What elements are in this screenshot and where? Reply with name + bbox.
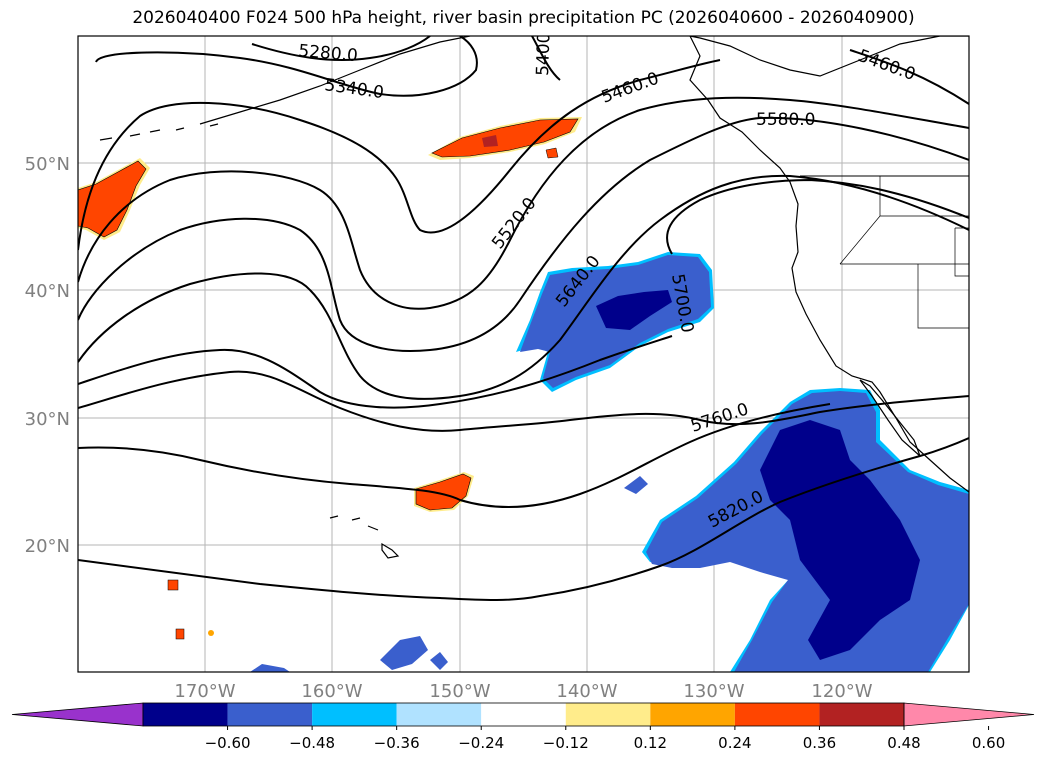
lon-label-150w: 150°W: [429, 681, 490, 702]
us-states-borders: [808, 175, 969, 329]
lon-label-160w: 160°W: [301, 681, 362, 702]
map-title: 2026040400 F024 500 hPa height, river ba…: [132, 8, 915, 28]
contour-5400: [531, 36, 561, 81]
colorbar-tick-label: −0.48: [289, 734, 335, 752]
colorbar-swatch: [481, 703, 566, 726]
colorbar-swatch: [650, 703, 735, 726]
lat-label-20n: 20°N: [25, 536, 70, 557]
colorbar-swatch: [396, 703, 482, 726]
colorbar-swatch: [565, 703, 651, 726]
contour-5760: [78, 370, 969, 432]
contour-5820: [78, 437, 969, 601]
contour-5640: [78, 174, 969, 400]
contour-label-5340: 5340.0: [323, 75, 385, 103]
colorbar-tick-label: −0.36: [374, 734, 420, 752]
colorbar-tick-label: −0.12: [543, 734, 589, 752]
contour-label-5460-west: 5460.0: [599, 69, 662, 108]
contour-5280: [251, 36, 431, 62]
lon-label-170w: 170°W: [174, 681, 235, 702]
lat-label-40n: 40°N: [25, 281, 70, 302]
colorbar-tick-label: 0.24: [718, 734, 751, 752]
contour-5340: [95, 36, 478, 97]
colorbar-swatch: [227, 703, 313, 726]
height-contours: [78, 36, 969, 601]
alaska-peninsula: [199, 36, 471, 125]
colorbar-tick-label: −0.24: [458, 734, 504, 752]
contour-5700-east: [666, 178, 969, 255]
colorbar-swatch: [734, 703, 820, 726]
contour-5580: [78, 116, 969, 352]
contour-5460: [78, 59, 721, 251]
positive-anomaly-regions: [78, 117, 582, 640]
contour-5700: [78, 335, 673, 409]
map-frame: [77, 35, 970, 673]
contour-5460-ne: [849, 49, 969, 105]
colorbar-tick-label: 0.60: [972, 734, 1005, 752]
colorbar-tick-label: −0.60: [205, 734, 251, 752]
aleutian-islands: [99, 123, 219, 141]
contour-label-5460-east: 5460.0: [855, 46, 918, 85]
colorbar-tick-label: 0.36: [803, 734, 836, 752]
contour-5760b: [78, 403, 831, 509]
contour-label-5400: 5400.0: [533, 16, 555, 76]
longitude-labels: 170°W 160°W 150°W 140°W 130°W 120°W: [174, 681, 872, 702]
lat-label-30n: 30°N: [25, 409, 70, 430]
colorbar-extend-low: [11, 702, 144, 727]
colorbar-tick-label: 0.48: [887, 734, 920, 752]
lon-label-130w: 130°W: [683, 681, 744, 702]
colorbar-swatch: [143, 703, 228, 726]
map-area: 5280.0 5340.0 5400.0 5460.0 5460.0 5520.…: [78, 16, 969, 672]
colorbar-extend-high: [903, 702, 1035, 727]
colorbar-frame: [142, 702, 905, 727]
contour-label-5280: 5280.0: [298, 41, 359, 66]
lat-label-50n: 50°N: [25, 154, 70, 175]
colorbar: −0.60 −0.48 −0.36 −0.24 −0.12 0.12 0.24 0.36 0.4…: [11, 702, 1035, 752]
contour-label-5520: 5520.0: [488, 194, 540, 253]
lon-label-120w: 120°W: [811, 681, 872, 702]
coastlines: [99, 36, 969, 559]
negative-anomaly-regions: [250, 252, 969, 672]
latitude-labels: 50°N 40°N 30°N 20°N: [25, 154, 70, 557]
contour-label-5580: 5580.0: [756, 110, 815, 130]
lon-label-140w: 140°W: [556, 681, 617, 702]
contour-5520: [78, 96, 969, 310]
colorbar-swatch: [819, 703, 904, 726]
colorbar-tick-label: 0.12: [634, 734, 667, 752]
hawaii-islands: [329, 515, 400, 559]
baja-california: [859, 379, 921, 457]
colorbar-swatch: [312, 703, 397, 726]
